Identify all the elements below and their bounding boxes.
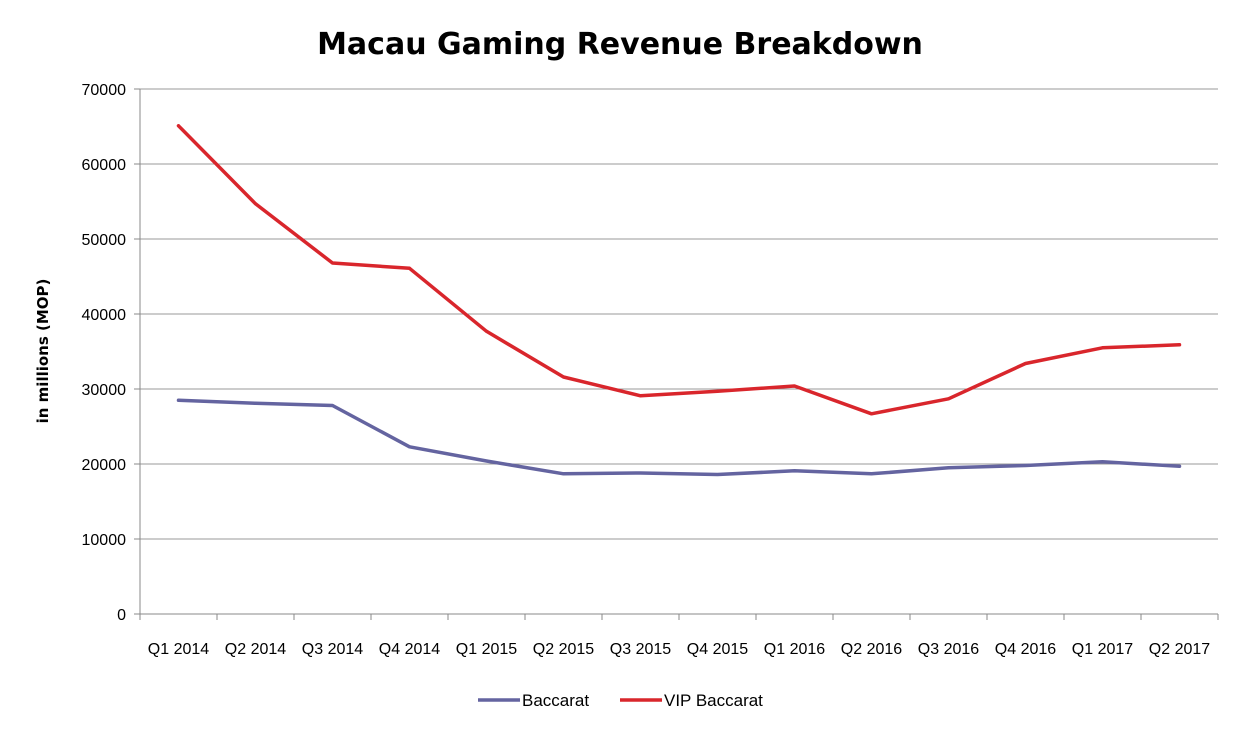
data-point bbox=[639, 471, 642, 475]
data-point bbox=[408, 445, 411, 449]
y-tick-label: 10000 bbox=[82, 532, 127, 549]
data-point bbox=[1101, 346, 1104, 350]
data-point bbox=[254, 401, 257, 405]
y-tick-label: 0 bbox=[117, 607, 126, 624]
data-point bbox=[562, 375, 565, 379]
gridlines bbox=[140, 88, 1218, 540]
series-line-1 bbox=[176, 124, 1182, 416]
y-axis-label: in millions (MOP) bbox=[34, 279, 52, 424]
x-tick-label: Q3 2016 bbox=[918, 641, 979, 658]
y-axis-ticks: 0 10000 20000 30000 40000 50000 60000 70000 bbox=[82, 82, 140, 624]
data-point bbox=[716, 389, 719, 393]
x-tick-label: Q4 2015 bbox=[687, 641, 748, 658]
chart-title: Macau Gaming Revenue Breakdown bbox=[317, 27, 923, 62]
data-point bbox=[1024, 362, 1027, 365]
x-tick-label: Q3 2015 bbox=[610, 641, 671, 658]
data-point bbox=[254, 202, 257, 206]
data-point bbox=[793, 384, 796, 388]
data-point bbox=[408, 266, 411, 270]
x-tick-label: Q2 2014 bbox=[225, 641, 286, 658]
data-point bbox=[331, 261, 334, 265]
y-tick-label: 20000 bbox=[82, 457, 127, 474]
y-tick-label: 40000 bbox=[82, 307, 127, 324]
data-point bbox=[1101, 460, 1104, 464]
x-tick-label: Q2 2015 bbox=[533, 641, 594, 658]
data-point bbox=[1024, 464, 1027, 467]
x-tick-label: Q2 2017 bbox=[1149, 641, 1210, 658]
y-tick-label: 50000 bbox=[82, 232, 127, 249]
y-tick-label: 60000 bbox=[82, 157, 127, 174]
data-point bbox=[870, 412, 873, 416]
x-tick-label: Q2 2016 bbox=[841, 641, 902, 658]
data-point bbox=[716, 473, 719, 476]
data-point bbox=[639, 394, 642, 398]
x-tick-label: Q1 2016 bbox=[764, 641, 825, 658]
data-point bbox=[870, 472, 873, 476]
x-tick-label: Q1 2017 bbox=[1072, 641, 1133, 658]
x-axis-ticks: Q1 2014 Q2 2014 Q3 2014 Q4 2014 Q1 2015 Q2 20… bbox=[139, 614, 1219, 658]
legend-label: Baccarat bbox=[522, 691, 589, 710]
y-tick-label: 30000 bbox=[82, 382, 127, 399]
legend-label: VIP Baccarat bbox=[664, 691, 763, 710]
data-point bbox=[947, 397, 950, 401]
series-line-0 bbox=[176, 398, 1182, 477]
data-point bbox=[793, 469, 796, 473]
data-point bbox=[562, 472, 565, 476]
data-point bbox=[1178, 343, 1181, 347]
data-point bbox=[1178, 464, 1181, 468]
x-tick-label: Q1 2014 bbox=[148, 641, 209, 658]
x-tick-label: Q4 2014 bbox=[379, 641, 440, 658]
x-tick-label: Q4 2016 bbox=[995, 641, 1056, 658]
data-point bbox=[177, 124, 180, 128]
series-lines bbox=[176, 124, 1182, 477]
y-tick-label: 70000 bbox=[82, 82, 127, 99]
data-point bbox=[177, 398, 180, 402]
axes bbox=[139, 89, 1218, 615]
x-tick-label: Q1 2015 bbox=[456, 641, 517, 658]
x-tick-label: Q3 2014 bbox=[302, 641, 363, 658]
legend: Baccarat VIP Baccarat bbox=[478, 691, 763, 710]
data-point bbox=[485, 329, 488, 333]
data-point bbox=[485, 459, 488, 463]
data-point bbox=[947, 466, 950, 470]
data-point bbox=[331, 404, 334, 407]
